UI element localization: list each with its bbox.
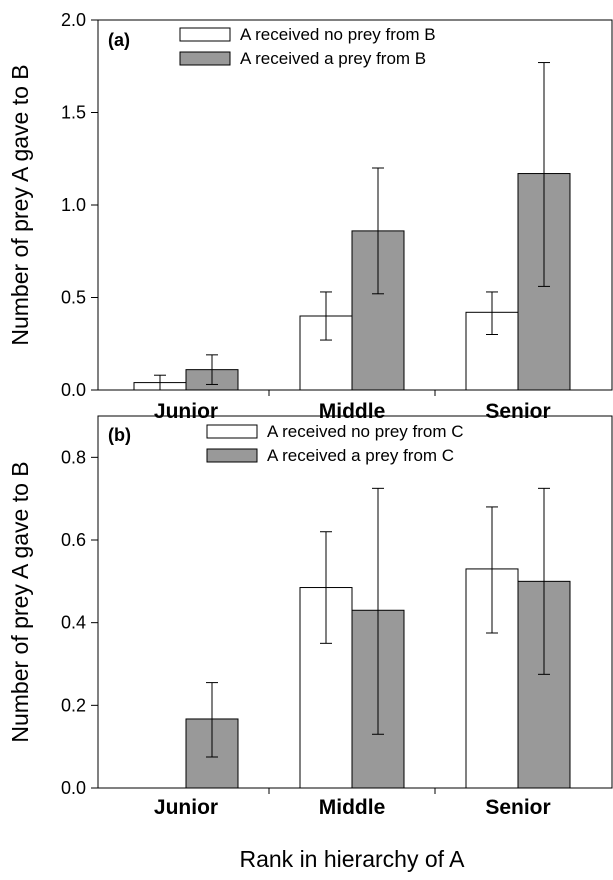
- panel-a: 0.0 0.5 1.0 1.5 2.0 Junior Middle Senior Number …: [7, 10, 613, 423]
- panel-label: (b): [108, 425, 131, 445]
- legend-swatch: [179, 51, 231, 66]
- plot-frame: [97, 415, 613, 789]
- x-tick-label: Middle: [319, 400, 386, 423]
- x-tick-label: Middle: [319, 796, 386, 819]
- x-tick-label: Senior: [485, 796, 550, 819]
- legend-swatch: [206, 448, 258, 463]
- y-tick-label: 1.0: [61, 195, 86, 215]
- y-tick-label: 0.2: [61, 695, 86, 715]
- legend: A received no prey from B A received a pr…: [179, 25, 436, 68]
- y-tick-label: 0.6: [61, 530, 86, 550]
- y-tick-label: 2.0: [61, 10, 86, 30]
- legend: A received no prey from C A received a pr…: [206, 422, 464, 465]
- x-tick-label: Junior: [154, 400, 218, 423]
- y-axis-label: Number of prey A gave to B: [7, 461, 33, 742]
- legend-label: A received a prey from C: [267, 446, 454, 465]
- y-tick-label: 0.5: [61, 288, 86, 308]
- legend-swatch: [206, 424, 258, 439]
- panel-label: (a): [108, 30, 130, 50]
- y-tick-label: 1.5: [61, 103, 86, 123]
- y-tick-label: 0.0: [61, 778, 86, 798]
- x-axis-label: Rank in hierarchy of A: [239, 846, 465, 872]
- legend-label: A received a prey from B: [240, 49, 426, 68]
- y-tick-label: 0.0: [61, 380, 86, 400]
- y-tick-label: 0.4: [61, 613, 86, 633]
- legend-label: A received no prey from B: [240, 25, 436, 44]
- y-axis-label: Number of prey A gave to B: [7, 64, 33, 345]
- legend-label: A received no prey from C: [267, 422, 464, 441]
- panel-b: 0.0 0.2 0.4 0.6 0.8 Junior Middle Senior Number …: [7, 415, 613, 872]
- legend-swatch: [179, 27, 231, 42]
- y-tick-label: 0.8: [61, 447, 86, 467]
- x-tick-label: Senior: [485, 400, 550, 423]
- x-tick-label: Junior: [154, 796, 218, 819]
